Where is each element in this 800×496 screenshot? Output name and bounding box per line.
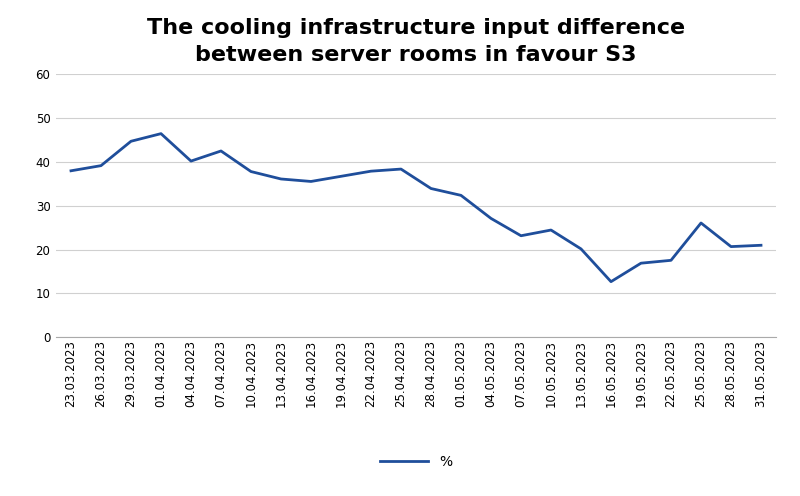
% [66,168,76,174]
% [186,158,196,164]
% [336,173,346,179]
% [96,163,106,169]
% [696,220,706,226]
% [126,138,136,144]
% [216,148,226,154]
% [516,233,526,239]
% [396,166,406,172]
% [156,130,166,136]
% [426,186,436,191]
% [276,176,286,182]
% [576,246,586,252]
% [366,168,376,174]
% [486,215,496,221]
% [636,260,646,266]
% [456,192,466,198]
% [606,279,616,285]
Legend: %: % [379,455,453,469]
% [546,227,556,233]
% [306,179,316,185]
Title: The cooling infrastructure input difference
between server rooms in favour S3: The cooling infrastructure input differe… [147,18,685,64]
% [756,243,766,248]
% [666,257,676,263]
% [246,169,256,175]
Line: %: % [71,133,761,282]
% [726,244,736,249]
